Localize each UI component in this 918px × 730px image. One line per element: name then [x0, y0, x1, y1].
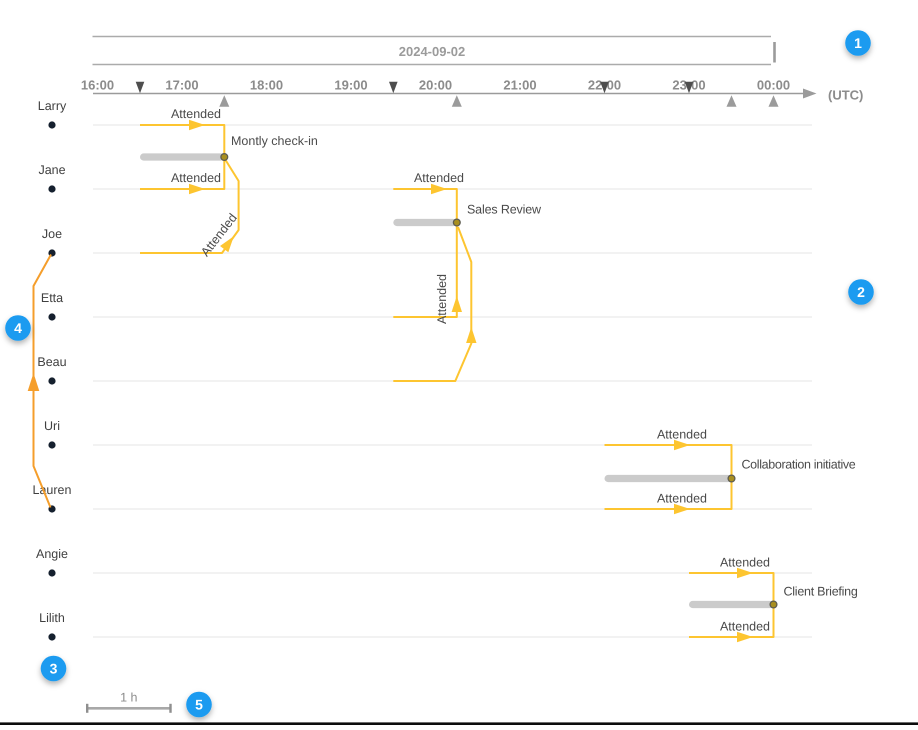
svg-text:Larry: Larry [38, 99, 67, 113]
svg-text:Attended: Attended [720, 556, 770, 570]
svg-text:Montly check-in: Montly check-in [231, 134, 318, 148]
svg-text:Angie: Angie [36, 547, 68, 561]
svg-text:19:00: 19:00 [334, 77, 367, 92]
svg-text:1: 1 [854, 35, 862, 51]
svg-text:Etta: Etta [41, 291, 63, 305]
svg-text:17:00: 17:00 [165, 77, 198, 92]
svg-text:Attended: Attended [171, 107, 221, 121]
svg-text:18:00: 18:00 [250, 77, 283, 92]
svg-text:21:00: 21:00 [503, 77, 536, 92]
svg-text:Beau: Beau [37, 355, 66, 369]
svg-text:00:00: 00:00 [757, 77, 790, 92]
svg-text:Jane: Jane [38, 163, 65, 177]
svg-text:Attended: Attended [435, 274, 449, 324]
svg-text:Lilith: Lilith [39, 611, 65, 625]
svg-text:Sales Review: Sales Review [467, 203, 542, 217]
svg-text:Attended: Attended [171, 171, 221, 185]
svg-text:Attended: Attended [720, 620, 770, 634]
svg-text:2: 2 [857, 284, 865, 300]
svg-text:Joe: Joe [42, 227, 62, 241]
svg-text:Collaboration initiative: Collaboration initiative [742, 458, 856, 472]
svg-text:Attended: Attended [657, 428, 707, 442]
svg-text:(UTC): (UTC) [828, 88, 863, 103]
svg-text:Attended: Attended [657, 492, 707, 506]
svg-text:16:00: 16:00 [81, 77, 114, 92]
svg-text:1 h: 1 h [120, 691, 137, 705]
svg-text:Client Briefing: Client Briefing [784, 585, 858, 599]
svg-text:2024-09-02: 2024-09-02 [399, 44, 466, 59]
svg-text:4: 4 [14, 320, 22, 336]
svg-text:Lauren: Lauren [33, 483, 72, 497]
svg-text:20:00: 20:00 [419, 77, 452, 92]
svg-text:3: 3 [50, 660, 58, 676]
svg-text:Attended: Attended [414, 171, 464, 185]
svg-text:Uri: Uri [44, 419, 60, 433]
svg-text:5: 5 [195, 696, 203, 712]
